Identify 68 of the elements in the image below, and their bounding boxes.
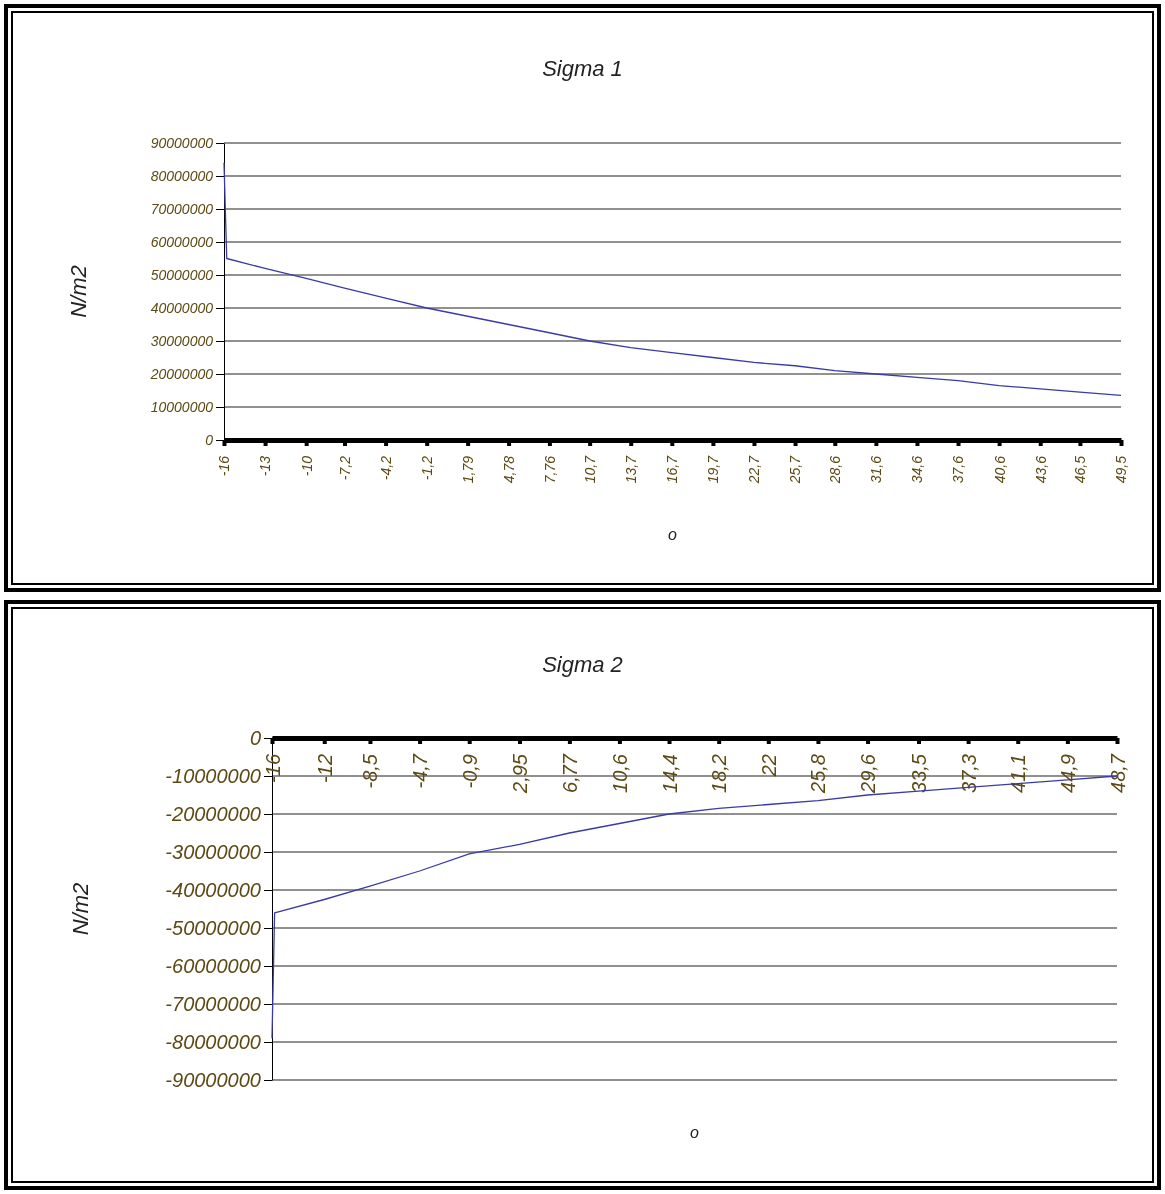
x-tick-label: 29,6 (857, 753, 880, 794)
chart-title: Sigma 1 (542, 56, 623, 81)
y-tick-label: 70000000 (150, 200, 214, 217)
y-tick-label: 0 (205, 431, 214, 448)
line-series (223, 162, 1122, 397)
x-tick-label: -16 (216, 455, 233, 477)
x-tick-label: 34,6 (909, 455, 926, 484)
y-tick-label: 20000000 (149, 365, 214, 382)
x-tick-label: -13 (257, 455, 274, 477)
x-tick-label: 13,7 (623, 454, 640, 484)
y-tick-label: -30000000 (165, 840, 261, 863)
x-tick-label: -0,9 (458, 754, 481, 789)
x-tick-label: -8,5 (359, 753, 382, 789)
x-tick-label: 25,7 (787, 454, 804, 485)
x-axis-title: o (690, 1124, 700, 1141)
chart-title: Sigma 2 (542, 652, 623, 677)
x-tick-label: 7,76 (541, 455, 558, 484)
y-tick-label: -80000000 (165, 1030, 261, 1053)
x-tick-label: 41,1 (1007, 754, 1030, 793)
x-tick-label: -1,2 (419, 455, 436, 481)
x-tick-label: -4,7 (409, 753, 432, 789)
x-tick-label: 49,5 (1113, 455, 1130, 484)
x-tick-label: -16 (261, 753, 284, 783)
x-tick-label: 6,77 (558, 753, 581, 793)
x-tick-label: 10,7 (582, 454, 599, 484)
x-tick-label: 10,6 (608, 753, 631, 793)
x-tick-label: 43,6 (1032, 455, 1049, 484)
x-tick-label: 19,7 (705, 454, 722, 484)
x-tick-label: 37,6 (950, 455, 967, 484)
y-tick-label: 80000000 (150, 167, 214, 184)
x-tick-label: 33,5 (907, 753, 930, 793)
y-tick-label: 10000000 (150, 398, 214, 415)
x-tick-label: 16,7 (664, 454, 681, 484)
x-tick-label: 31,6 (868, 455, 885, 484)
x-tick-label: 14,4 (658, 754, 681, 793)
x-tick-label: -10 (298, 455, 315, 477)
x-tick-label: 2,95 (508, 753, 531, 794)
y-axis-title: N/m2 (66, 265, 91, 318)
x-tick-label: 48,7 (1106, 753, 1129, 793)
x-tick-label: 25,8 (807, 754, 830, 794)
y-tick-label: -70000000 (165, 992, 261, 1015)
y-tick-label: 30000000 (150, 332, 214, 349)
x-tick-label: 1,79 (460, 455, 477, 484)
x-tick-label: 22,7 (746, 454, 763, 485)
x-tick-label: 44,9 (1056, 754, 1079, 793)
y-tick-label: 60000000 (150, 233, 214, 250)
y-tick-label: -60000000 (165, 954, 261, 977)
x-tick-label: -12 (313, 754, 336, 783)
x-axis-title: o (668, 526, 678, 543)
y-tick-label: -20000000 (165, 802, 261, 825)
y-tick-label: 0 (249, 726, 261, 749)
y-tick-label: -40000000 (165, 878, 261, 901)
y-tick-label: 50000000 (150, 266, 214, 283)
x-tick-label: 4,78 (500, 455, 517, 484)
x-tick-label: 28,6 (827, 455, 844, 485)
y-axis-title: N/m2 (68, 882, 93, 936)
x-tick-label: 22 (757, 754, 780, 778)
x-tick-label: -7,2 (336, 455, 353, 481)
x-tick-label: 46,5 (1072, 455, 1089, 484)
y-tick-label: 40000000 (150, 299, 214, 316)
x-tick-label: 40,6 (991, 455, 1008, 484)
y-tick-label: -90000000 (165, 1068, 261, 1091)
x-tick-label: 18,2 (708, 754, 731, 793)
y-tick-label: -50000000 (165, 916, 261, 939)
x-tick-label: -4,2 (378, 455, 394, 481)
x-tick-label: 37,3 (957, 754, 980, 793)
y-tick-label: 90000000 (150, 134, 214, 151)
y-tick-label: -10000000 (165, 764, 261, 787)
